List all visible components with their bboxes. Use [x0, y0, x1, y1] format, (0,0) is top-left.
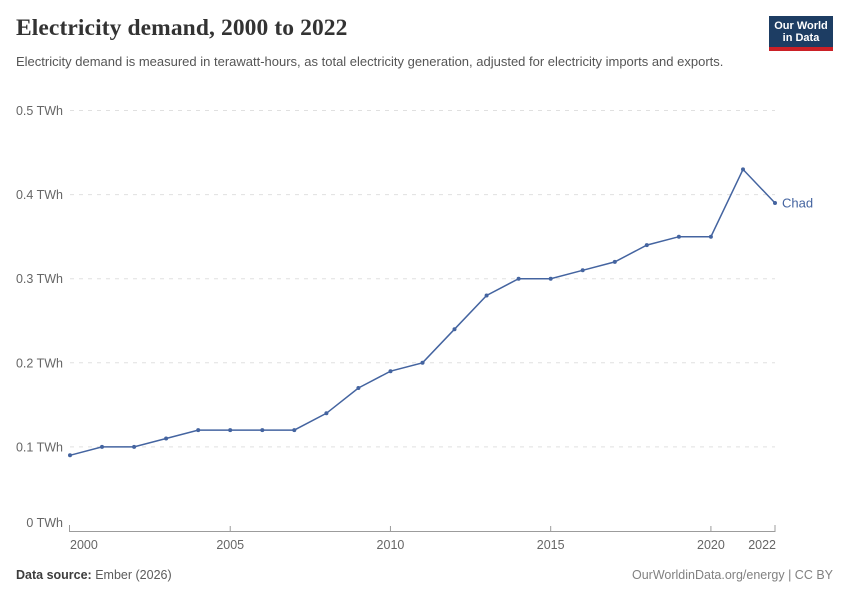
owid-logo-line1: Our World — [774, 20, 828, 32]
page-title: Electricity demand, 2000 to 2022 — [16, 15, 348, 41]
y-tick-label: 0.2 TWh — [16, 356, 63, 370]
data-point-marker[interactable] — [548, 276, 553, 281]
data-point-marker[interactable] — [196, 428, 201, 433]
data-point-marker[interactable] — [644, 243, 649, 248]
y-tick-label: 0.3 TWh — [16, 272, 63, 286]
series-line[interactable] — [69, 168, 776, 457]
data-point-marker[interactable] — [292, 428, 297, 433]
data-point-marker[interactable] — [356, 386, 361, 390]
data-point-marker[interactable] — [388, 369, 393, 374]
chart-subtitle: Electricity demand is measured in terawa… — [16, 54, 724, 69]
data-point-marker[interactable] — [580, 268, 585, 273]
data-source-label: Data source: — [16, 568, 92, 582]
data-point-marker[interactable] — [228, 428, 233, 433]
x-tick-label: 2022 — [748, 538, 776, 552]
x-tick-label: 2010 — [377, 538, 405, 552]
data-point-marker[interactable] — [324, 411, 329, 416]
owid-logo-line2: in Data — [782, 32, 820, 44]
x-tick-label: 2000 — [70, 538, 98, 552]
data-point-marker[interactable] — [452, 327, 457, 332]
data-point-marker[interactable] — [260, 428, 265, 433]
data-source-note[interactable]: Data source: Ember (2026) — [16, 568, 172, 582]
data-point-marker[interactable] — [612, 259, 617, 264]
data-point-marker[interactable] — [100, 444, 104, 449]
data-point-marker[interactable] — [676, 234, 681, 239]
data-point-marker[interactable] — [516, 276, 521, 281]
data-point-marker[interactable] — [773, 201, 777, 205]
x-tick-label: 2005 — [216, 538, 244, 552]
y-tick-label: 0.5 TWh — [16, 104, 63, 118]
x-tick-label: 2015 — [537, 538, 565, 552]
data-point-marker[interactable] — [164, 436, 169, 441]
data-point-marker[interactable] — [708, 234, 713, 239]
x-tick-label: 2020 — [697, 538, 725, 552]
data-point-marker[interactable] — [68, 453, 72, 458]
owid-logo[interactable]: Our World in Data — [769, 16, 833, 51]
data-point-marker[interactable] — [484, 293, 489, 298]
y-tick-label: 0 TWh — [26, 516, 63, 530]
y-tick-label: 0.1 TWh — [16, 440, 63, 454]
data-point-marker[interactable] — [420, 360, 425, 365]
data-point-marker[interactable] — [132, 444, 137, 449]
data-source-value[interactable]: Ember (2026) — [91, 568, 172, 582]
credit-link[interactable]: OurWorldinData.org/energy | CC BY — [631, 568, 833, 582]
data-point-marker[interactable] — [741, 167, 745, 172]
y-tick-label: 0.4 TWh — [16, 188, 63, 202]
series-end-label[interactable]: Chad — [782, 196, 813, 211]
